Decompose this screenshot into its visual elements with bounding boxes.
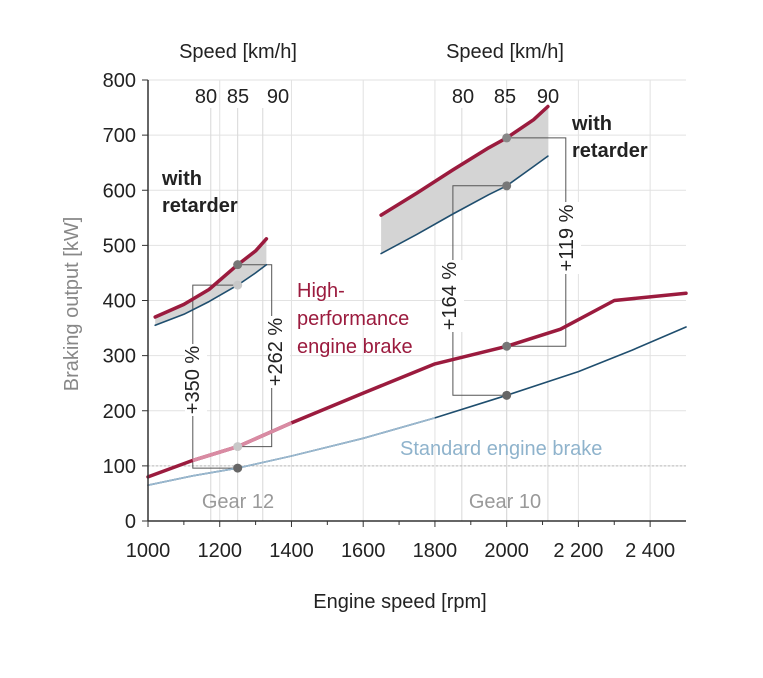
gear-12-label: Gear 12: [202, 491, 274, 513]
series-line-2: [153, 237, 269, 319]
y-tick-label-100: 100: [103, 456, 136, 478]
top-axis-title-gear12: Speed [km/h]: [179, 41, 297, 63]
top-axis-title-gear10: Speed [km/h]: [446, 41, 564, 63]
y-tick-label-500: 500: [103, 235, 136, 257]
top-label-gear10-85: 85: [494, 86, 516, 108]
x-tick-label-1800: 1800: [413, 540, 458, 562]
with-retarder-label-1-line2: retarder: [162, 195, 238, 217]
y-tick-label-400: 400: [103, 291, 136, 313]
grid: [147, 79, 686, 521]
pct-119-bg: [559, 202, 581, 274]
pct-262-label: +262 %: [265, 318, 287, 387]
x-tick-label-1000: 1000: [126, 540, 171, 562]
series-line-3: [154, 263, 268, 327]
x-tick-label-1200: 1200: [197, 540, 242, 562]
marker-4: [502, 133, 512, 143]
y-axis-label: Braking output [kW]: [61, 217, 83, 392]
x-tick-label-2000: 2000: [484, 540, 529, 562]
x-tick-label-2400: 2 400: [625, 540, 675, 562]
marker-5: [502, 181, 512, 191]
y-tick-label-600: 600: [103, 180, 136, 202]
pct-119-label: +119 %: [556, 204, 578, 271]
pct-164-label: +164 %: [439, 262, 461, 331]
x-tick-label-1600: 1600: [341, 540, 386, 562]
standard-engine-brake-label: Standard engine brake: [400, 438, 602, 460]
marker-0: [233, 260, 243, 270]
percentage-brackets: [185, 137, 581, 469]
marker-7: [502, 390, 512, 400]
y-tick-label-200: 200: [103, 401, 136, 423]
top-label-gear12-85: 85: [227, 86, 249, 108]
top-label-gear10-80: 80: [452, 86, 474, 108]
pct-350-label: +350 %: [182, 346, 204, 415]
standard-brake-light-segment: [147, 417, 436, 486]
pct-164-bg: [442, 260, 464, 332]
top-label-gear10-90: 90: [537, 86, 559, 108]
top-label-gear12-80: 80: [195, 86, 217, 108]
series-line-5: [380, 155, 549, 255]
series-lines: [146, 104, 688, 486]
gear-10-label: Gear 10: [469, 491, 541, 513]
y-tick-label-0: 0: [125, 511, 136, 533]
high-performance-label-line1: High-: [297, 280, 345, 302]
marker-3: [233, 463, 243, 473]
high-performance-label-line3: engine brake: [297, 336, 413, 358]
x-axis-label: Engine speed [rpm]: [313, 591, 486, 613]
marker-2: [233, 442, 243, 452]
x-tick-label-2200: 2 200: [553, 540, 603, 562]
series-line-4: [379, 104, 550, 217]
y-tick-label-700: 700: [103, 125, 136, 147]
marker-6: [502, 341, 512, 351]
with-retarder-label-1-line1: with: [161, 168, 202, 190]
series-line-1: [147, 326, 687, 486]
axes: 0 100 200 300 400 500 600 700 800 1000 1200 1400 160…: [103, 70, 686, 562]
retarder-fills: [155, 106, 548, 326]
y-tick-label-800: 800: [103, 70, 136, 92]
with-retarder-label-2-line2: retarder: [572, 140, 648, 162]
pct-350-bg: [185, 344, 207, 416]
y-tick-label-300: 300: [103, 346, 136, 368]
high-performance-light-segment: [192, 421, 293, 463]
x-tick-label-1400: 1400: [269, 540, 314, 562]
high-performance-label-line2: performance: [297, 308, 409, 330]
markers: [233, 133, 512, 473]
retarder-band-gear12: [155, 238, 267, 326]
with-retarder-label-2-line1: with: [571, 113, 612, 135]
retarder-band-gear10: [381, 106, 548, 254]
marker-1: [233, 280, 243, 290]
top-label-gear12-90: 90: [267, 86, 289, 108]
pct-262-bg: [268, 316, 290, 388]
